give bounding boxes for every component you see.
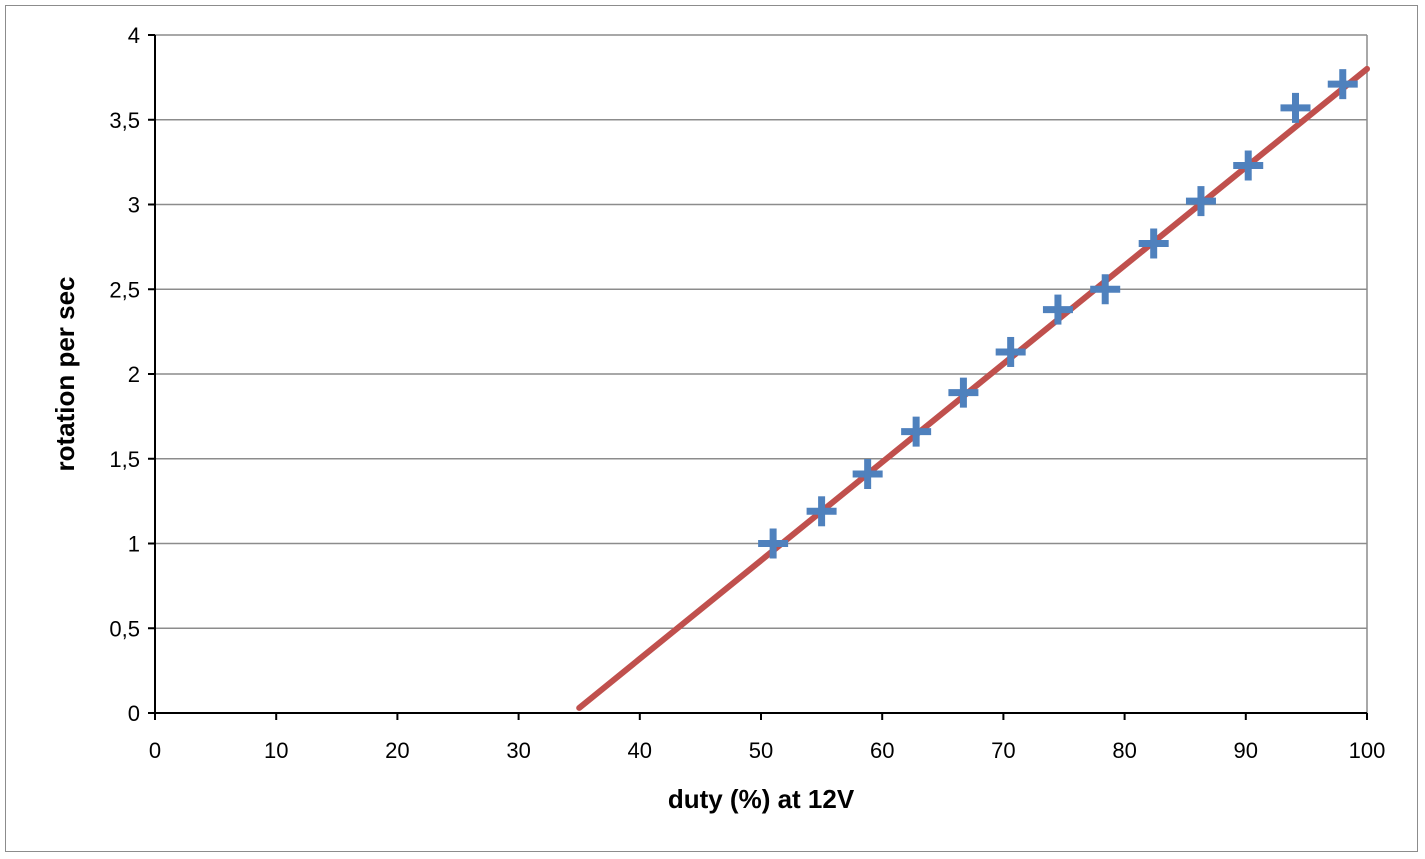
- data-point-plus-marker: [1233, 150, 1264, 181]
- data-markers: [758, 69, 1358, 559]
- y-tick-labels: 0 0,5 1 1,5 2 2,5 3 3,5 4: [109, 23, 140, 726]
- trendline-group: [576, 65, 1370, 711]
- y-tick-label: 3,5: [109, 108, 140, 133]
- x-tick-label: 50: [749, 738, 773, 763]
- x-tick-label: 60: [870, 738, 894, 763]
- data-point-plus-marker: [852, 459, 883, 490]
- x-tick-label: 20: [385, 738, 409, 763]
- y-axis-title: rotation per sec: [50, 276, 80, 471]
- data-point-plus-marker: [806, 496, 837, 527]
- y-tick-label: 1,5: [109, 447, 140, 472]
- chart-frame: [5, 5, 1418, 852]
- data-point-plus-marker: [995, 336, 1026, 367]
- y-tick-label: 2: [128, 362, 140, 387]
- data-point-plus-marker: [901, 416, 932, 447]
- x-tick-label: 30: [506, 738, 530, 763]
- data-point-plus-marker: [758, 528, 789, 559]
- x-tick-label: 40: [628, 738, 652, 763]
- x-tick-label: 0: [149, 738, 161, 763]
- data-point-plus-marker: [1327, 69, 1358, 100]
- axes: [148, 34, 1368, 720]
- data-point-plus-marker: [1042, 294, 1073, 325]
- x-tick-label: 100: [1349, 738, 1386, 763]
- y-tick-label: 4: [128, 23, 140, 48]
- y-tick-label: 0: [128, 701, 140, 726]
- y-tick-label: 0,5: [109, 616, 140, 641]
- y-tick-label: 3: [128, 193, 140, 218]
- x-tick-label: 10: [264, 738, 288, 763]
- data-point-plus-marker: [1185, 186, 1216, 217]
- x-tick-labels: 0 10 20 30 40 50 60 70 80 90 100: [149, 738, 1385, 763]
- data-point-plus-marker: [948, 377, 979, 408]
- data-point-plus-marker: [1090, 274, 1121, 305]
- trendline: [576, 65, 1370, 711]
- x-tick-label: 70: [991, 738, 1015, 763]
- y-tick-label: 1: [128, 532, 140, 557]
- gridlines: [155, 34, 1368, 713]
- x-tick-label: 90: [1234, 738, 1258, 763]
- x-axis-title: duty (%) at 12V: [668, 784, 855, 814]
- data-point-plus-marker: [1138, 228, 1169, 259]
- y-tick-label: 2,5: [109, 277, 140, 302]
- data-point-plus-marker: [1280, 92, 1311, 123]
- x-tick-label: 80: [1112, 738, 1136, 763]
